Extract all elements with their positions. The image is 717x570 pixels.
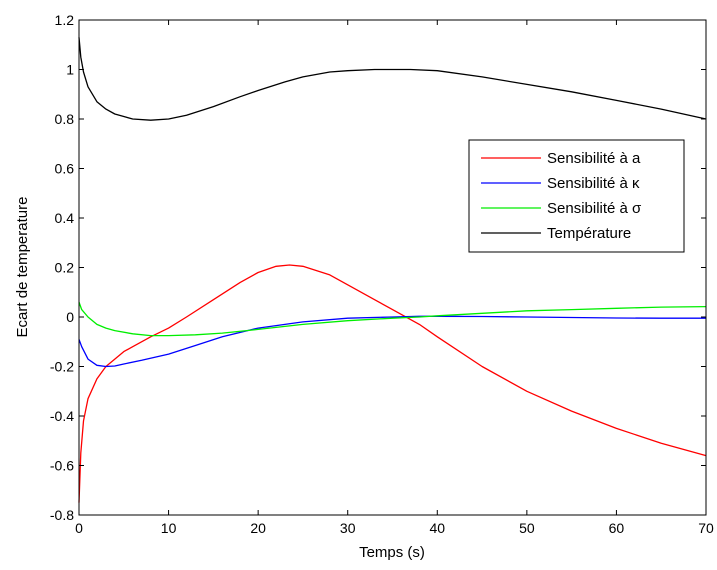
y-tick-label: -0.8 <box>50 507 74 523</box>
y-axis-label: Ecart de temperature <box>14 197 31 338</box>
y-tick-label: 0 <box>66 309 74 325</box>
legend-label-1: Sensibilité à κ <box>547 175 640 192</box>
series-line-2 <box>78 301 707 337</box>
x-axis-label: Temps (s) <box>359 544 425 561</box>
y-tick-label: 1.2 <box>55 12 75 28</box>
x-tick-label: 50 <box>519 520 535 536</box>
x-tick-label: 30 <box>340 520 356 536</box>
y-tick-label: -0.6 <box>50 458 74 474</box>
legend-label-0: Sensibilité à a <box>547 150 641 167</box>
x-tick-label: 10 <box>161 520 177 536</box>
series-line-1 <box>78 315 706 368</box>
y-tick-label: 0.8 <box>55 111 75 127</box>
x-tick-label: 60 <box>609 520 625 536</box>
series-line-3 <box>78 37 707 121</box>
x-tick-label: 40 <box>429 520 445 536</box>
x-tick-label: 0 <box>75 520 83 536</box>
y-tick-label: 0.4 <box>55 210 75 226</box>
series-line-0 <box>78 264 707 503</box>
y-tick-label: 1 <box>66 62 74 78</box>
series-layer <box>78 37 707 503</box>
y-tick-label: 0.6 <box>55 161 75 177</box>
legend-label-2: Sensibilité à σ <box>547 200 642 217</box>
axes-layer: 0 10 20 30 40 50 60 70 -0.8 -0.6 -0.4 -0.2 0 0.2 0.4 0.… <box>50 12 714 536</box>
legend-label-3: Température <box>547 225 631 242</box>
y-tick-label: -0.2 <box>50 359 74 375</box>
x-tick-label: 20 <box>250 520 266 536</box>
legend: Sensibilité à a Sensibilité à κ Sensibilit… <box>468 139 685 253</box>
y-tick-label: 0.2 <box>55 260 75 276</box>
y-tick-label: -0.4 <box>50 408 74 424</box>
x-tick-label: 70 <box>698 520 714 536</box>
